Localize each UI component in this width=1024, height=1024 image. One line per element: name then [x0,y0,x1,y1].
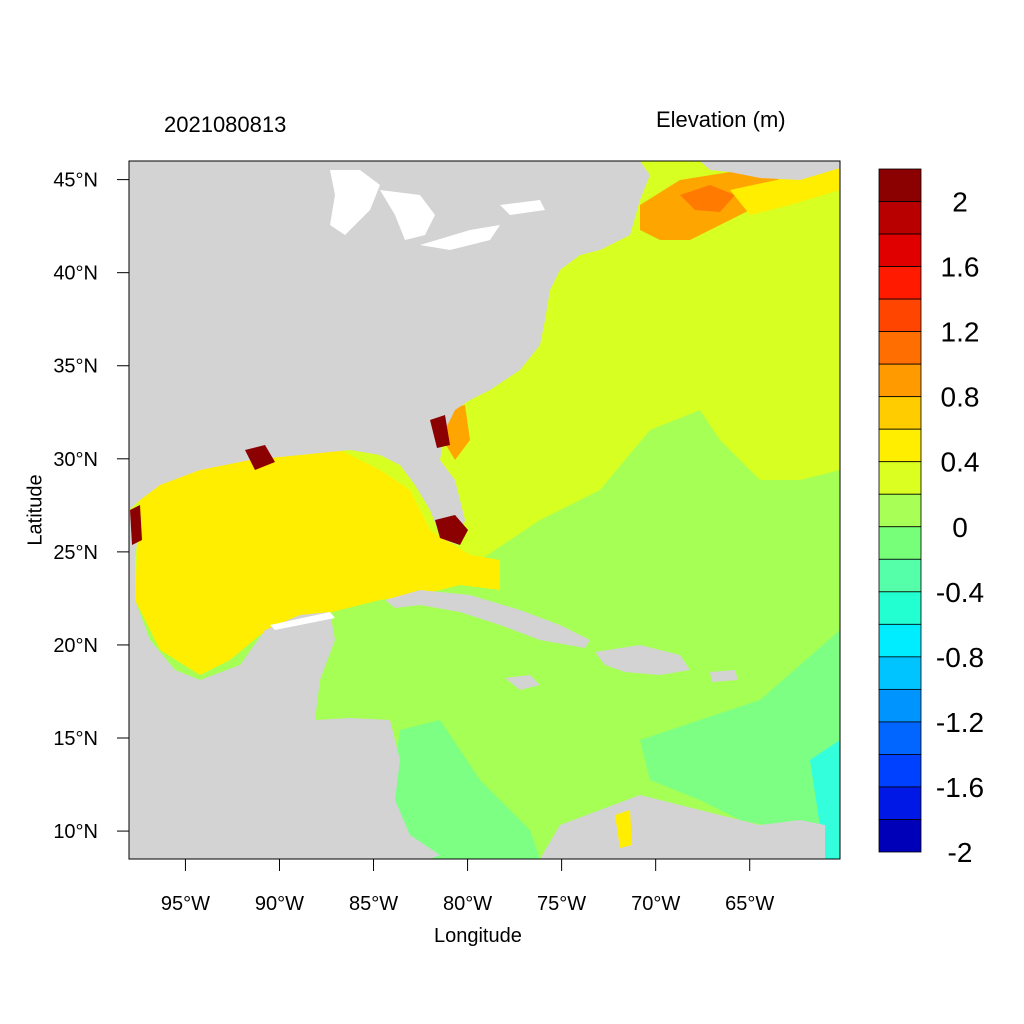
puerto-rico-land [710,670,738,682]
y-tick-label: 45°N [53,170,98,192]
colorbar-swatch [878,331,922,365]
gulf-of-maine-peak [680,185,735,212]
variable-title: Elevation (m) [656,107,786,132]
colorbar-swatch [878,819,922,853]
hispaniola-land [595,645,690,675]
colorbar-label: 1.6 [941,252,980,283]
colorbar-swatch [878,493,922,528]
y-tick-label: 30°N [53,449,98,471]
colorbar-swatch [878,754,922,788]
georgia-surge [430,415,450,448]
colorbar-swatch [878,201,922,235]
colorbar-label: -1.6 [936,772,984,803]
lake-michigan [330,170,380,235]
texas-surge [130,505,142,545]
colorbar-label: 0.8 [941,382,980,413]
colorbar-swatch [878,363,922,398]
south-florida-surge [435,515,468,545]
y-tick-label: 35°N [53,356,98,378]
colorbar-label: 0 [952,512,968,543]
x-tick-label: 65°W [725,893,774,915]
date-title: 2021080813 [164,112,287,137]
lake-erie [420,225,500,250]
x-tick-label: 90°W [255,893,304,915]
jamaica-land [505,675,540,690]
colorbar-label: 1.2 [941,317,980,348]
colorbar-swatch [878,168,922,202]
colorbar-swatch [878,526,922,560]
y-tick-label: 20°N [53,635,98,657]
colorbar-swatch [878,233,922,267]
central-america-land [129,510,440,859]
colorbar-swatch [878,721,922,755]
plot-frame [128,160,841,860]
x-tick-label: 75°W [537,893,586,915]
axis-ticks: 95°W 90°W 85°W 80°W 75°W 70°W 65°W 45°N 40°N 35°N… [53,170,774,915]
y-tick-label: 15°N [53,728,98,750]
colorbar-swatch [878,591,922,625]
gulf-of-mexico [135,450,500,675]
colorbar-swatch [878,688,922,723]
eastern-caribbean-low [640,630,840,830]
colorbar-swatch [878,558,922,593]
maritimes-land [700,161,840,180]
colorbar-swatch [878,266,922,300]
cuba-land [385,590,590,648]
x-tick-label: 80°W [443,893,492,915]
y-tick-label: 25°N [53,542,98,564]
south-america-land [540,795,825,859]
x-axis-title: Longitude [434,925,522,947]
lake-ontario [500,200,545,215]
x-tick-label: 70°W [631,893,680,915]
lake-huron [380,190,435,240]
x-tick-label: 95°W [161,893,210,915]
colorbar-label: -2 [948,837,973,868]
colorbar-swatch [878,623,922,658]
cyan-region [810,740,840,859]
maracaibo-region [615,810,632,848]
louisiana-surge [245,445,275,470]
nova-scotia-shelf [730,165,840,215]
colorbar-label: 0.4 [941,447,980,478]
western-caribbean-low [390,720,540,859]
colorbar-swatch [878,461,922,495]
colorbar-label: -0.8 [936,642,984,673]
map-layers [129,161,840,859]
colorbar-swatch [878,786,922,820]
colorbar-swatch [878,656,922,690]
colorbar-swatch [878,298,922,333]
colorbar-label: -1.2 [936,707,984,738]
colorbar-label: -0.4 [936,577,984,608]
colorbar-swatch [878,396,922,430]
colorbar-label: 2 [952,187,968,218]
colorbar: 2 1.6 1.2 0.8 0.4 0 -0.4 -0.8 -1.2 -1.6 -2 [878,168,984,868]
y-tick-label: 10°N [53,821,98,843]
x-tick-label: 85°W [349,893,398,915]
colorbar-swatch [878,428,922,463]
north-america-land [129,161,650,540]
yucatan-coast [270,612,335,630]
y-tick-label: 40°N [53,263,98,285]
